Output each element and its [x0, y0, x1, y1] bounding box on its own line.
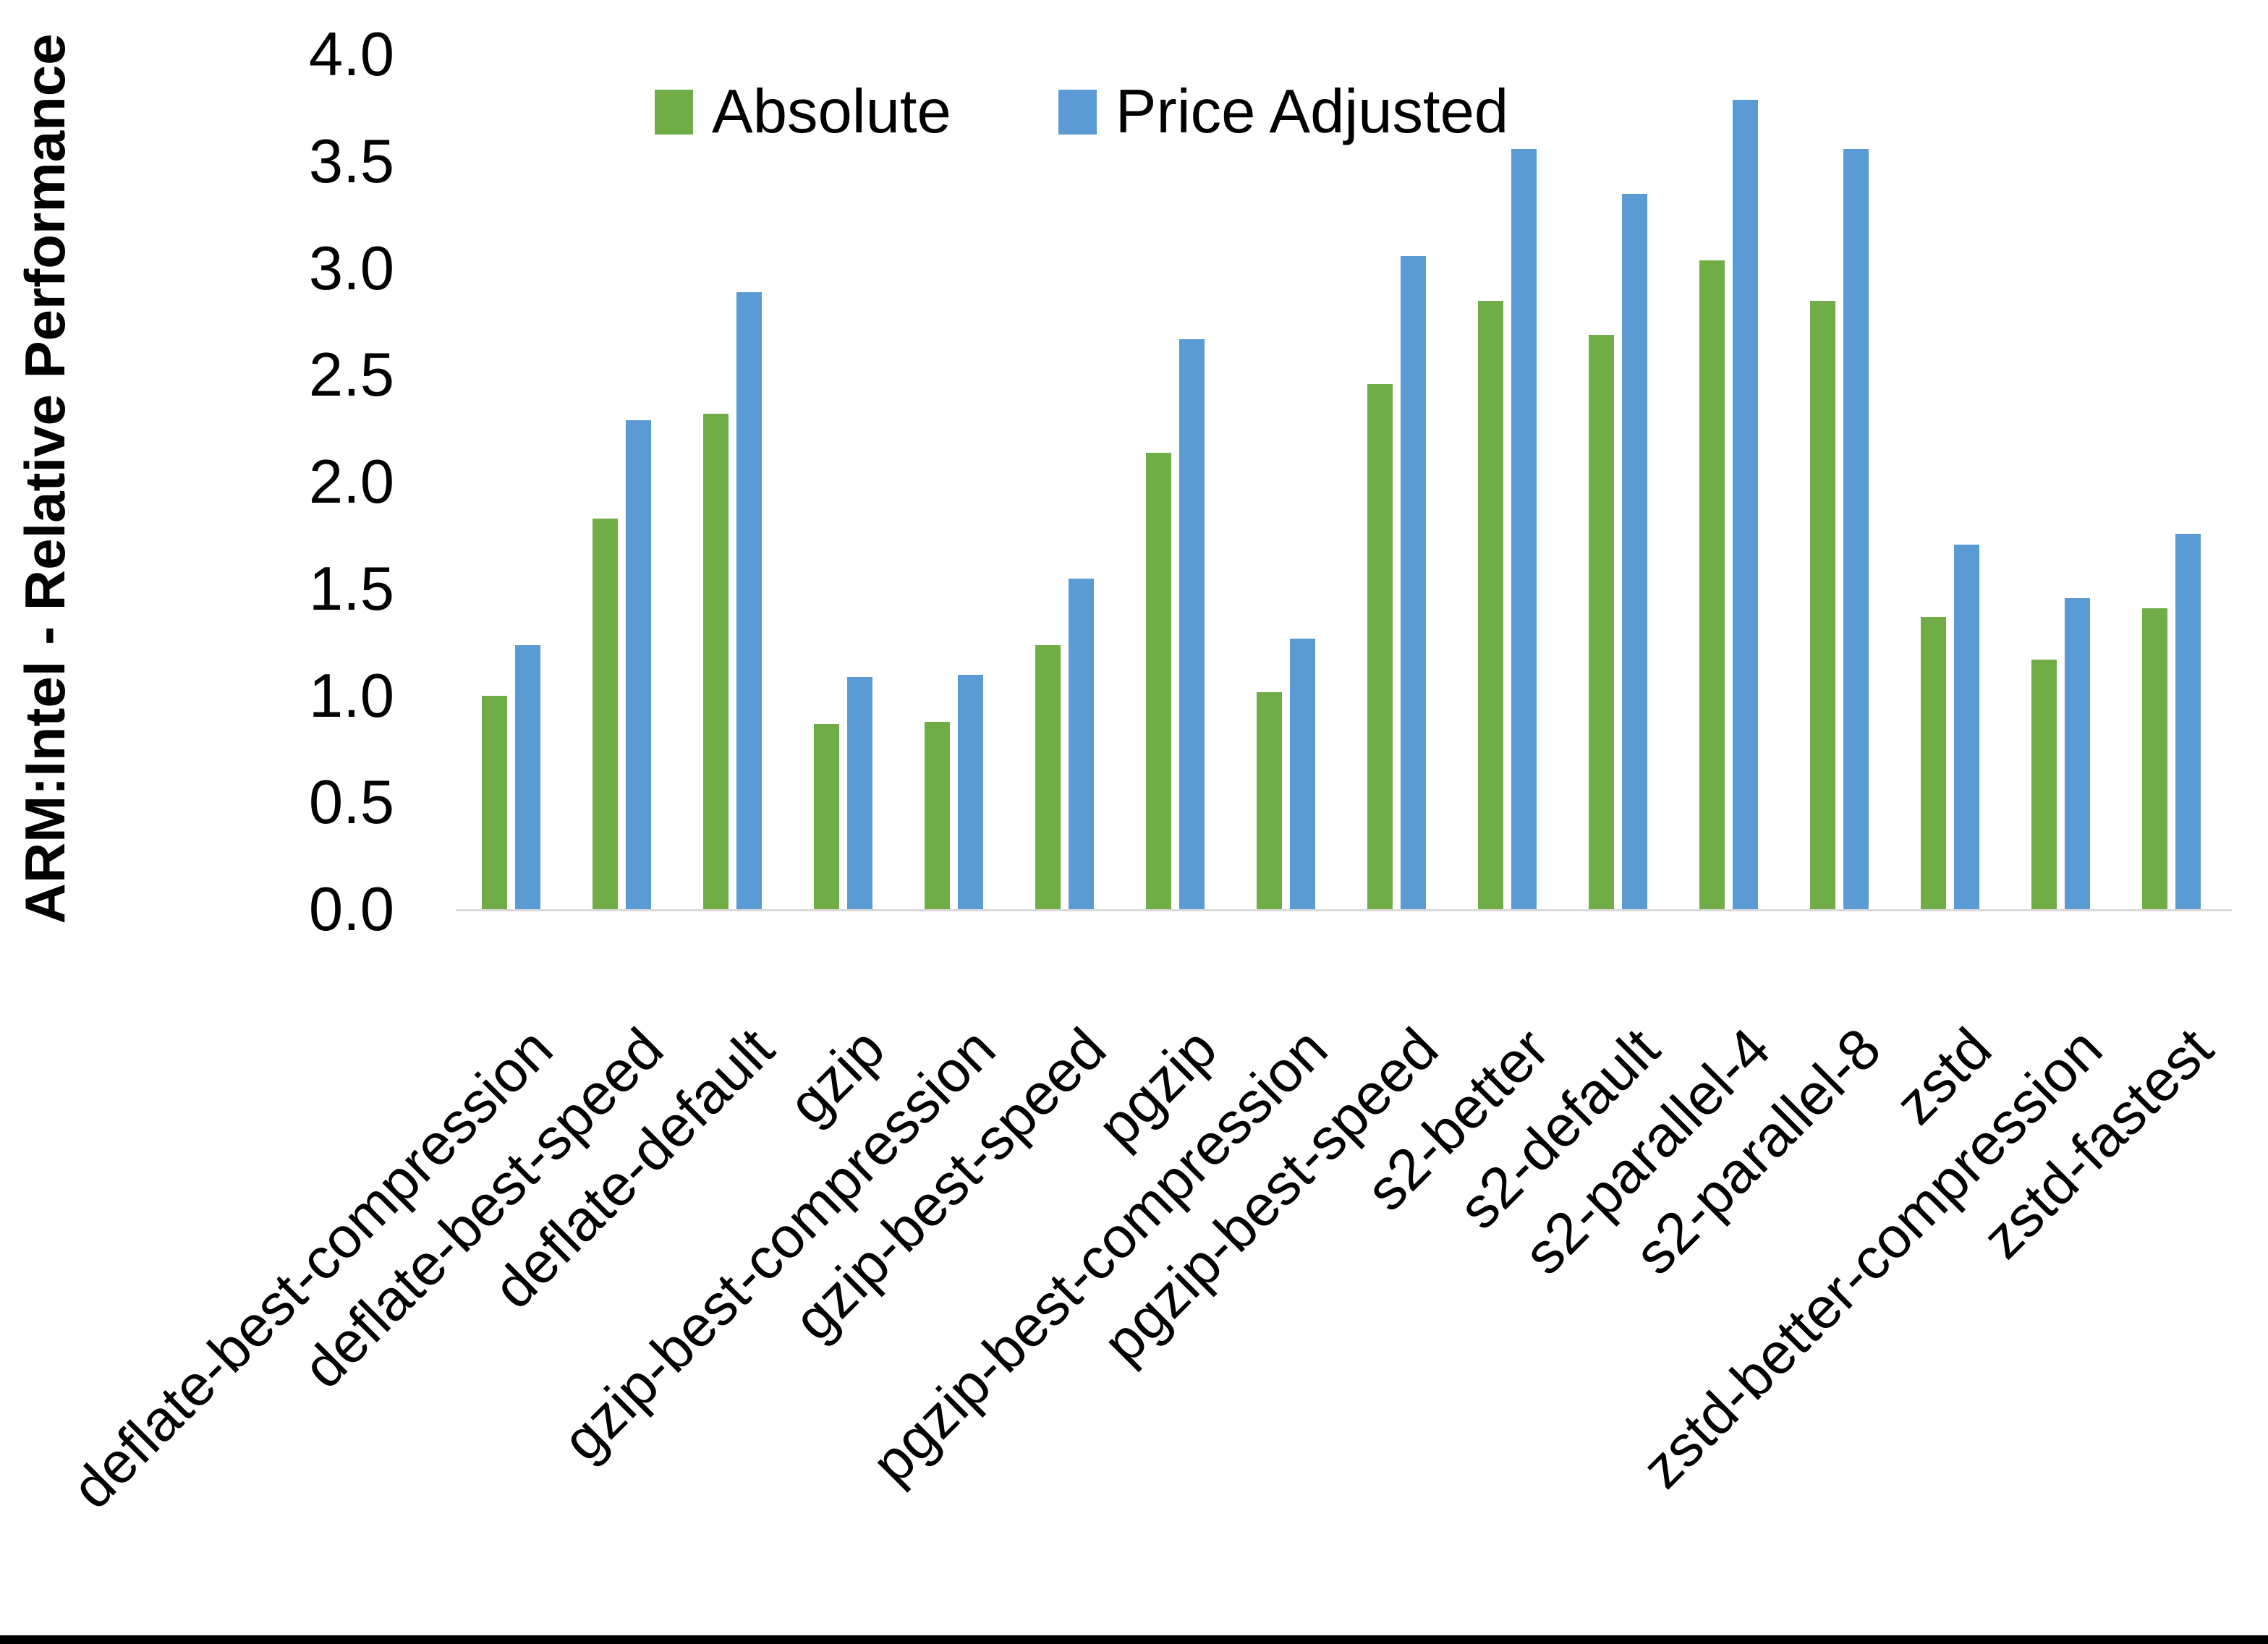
legend-label-price-adjusted: Price Adjusted	[1115, 77, 1509, 146]
bar-price-adjusted-pgzip-best-speed	[1401, 256, 1426, 910]
bar-price-adjusted-zstd	[1954, 545, 1979, 910]
bar-absolute-zstd-better-compression	[2031, 660, 2057, 910]
plot-area	[456, 55, 2227, 910]
bar-price-adjusted-s2-default	[1622, 194, 1647, 910]
bar-absolute-gzip-best-speed	[1035, 645, 1061, 910]
bar-absolute-gzip-best-compression	[925, 722, 950, 910]
bar-absolute-deflate-default	[703, 414, 729, 910]
y-tick-label-1.0: 1.0	[308, 662, 394, 731]
bar-absolute-pgzip-best-speed	[1367, 384, 1393, 910]
bar-price-adjusted-pgzip	[1179, 339, 1205, 910]
y-tick-label-4.0: 4.0	[308, 20, 394, 89]
bar-price-adjusted-zstd-fastest	[2175, 534, 2201, 910]
legend-label-absolute: Absolute	[712, 77, 951, 146]
bar-absolute-deflate-best-speed	[593, 519, 618, 910]
bar-price-adjusted-gzip-best-compression	[958, 675, 983, 910]
bar-price-adjusted-deflate-best-speed	[626, 420, 651, 910]
bar-absolute-pgzip-best-compression	[1257, 692, 1282, 910]
y-axis-title: ARM:Intel - Relative Performance	[13, 33, 77, 924]
legend-item-price-adjusted: Price Adjusted	[1058, 81, 1508, 142]
bar-price-adjusted-gzip	[847, 677, 872, 910]
legend-swatch-price-adjusted	[1058, 89, 1097, 135]
bar-absolute-pgzip	[1146, 453, 1171, 910]
y-tick-label-3.5: 3.5	[308, 127, 394, 196]
bar-price-adjusted-pgzip-best-compression	[1290, 639, 1315, 910]
bottom-edge-bar	[0, 1635, 2268, 1644]
bar-absolute-s2-default	[1589, 335, 1614, 910]
bar-absolute-s2-better	[1478, 301, 1503, 910]
y-tick-label-0.0: 0.0	[308, 875, 394, 944]
bar-price-adjusted-deflate-default	[736, 292, 762, 910]
bar-absolute-s2-parallel-8	[1810, 301, 1835, 910]
legend-swatch-absolute	[655, 89, 693, 135]
bar-absolute-zstd-fastest	[2142, 608, 2167, 910]
bar-absolute-gzip	[814, 724, 839, 910]
y-tick-label-2.0: 2.0	[308, 448, 394, 516]
bar-price-adjusted-s2-parallel-4	[1733, 100, 1758, 910]
y-tick-label-3.0: 3.0	[308, 234, 394, 303]
y-tick-label-0.5: 0.5	[308, 768, 394, 837]
y-tick-label-1.5: 1.5	[308, 555, 394, 623]
legend-item-absolute: Absolute	[655, 81, 951, 142]
bar-absolute-zstd	[1921, 617, 1946, 910]
bar-absolute-deflate-best-compression	[482, 696, 507, 910]
bar-price-adjusted-s2-parallel-8	[1843, 149, 1869, 910]
bar-price-adjusted-deflate-best-compression	[515, 645, 540, 910]
bar-price-adjusted-s2-better	[1511, 149, 1537, 910]
bar-price-adjusted-zstd-better-compression	[2065, 598, 2090, 910]
bar-absolute-s2-parallel-4	[1699, 260, 1725, 910]
y-tick-label-2.5: 2.5	[308, 341, 394, 409]
chart-legend: Absolute Price Adjusted	[655, 81, 1508, 142]
bar-price-adjusted-gzip-best-speed	[1069, 579, 1094, 910]
x-axis-line	[456, 909, 2232, 911]
